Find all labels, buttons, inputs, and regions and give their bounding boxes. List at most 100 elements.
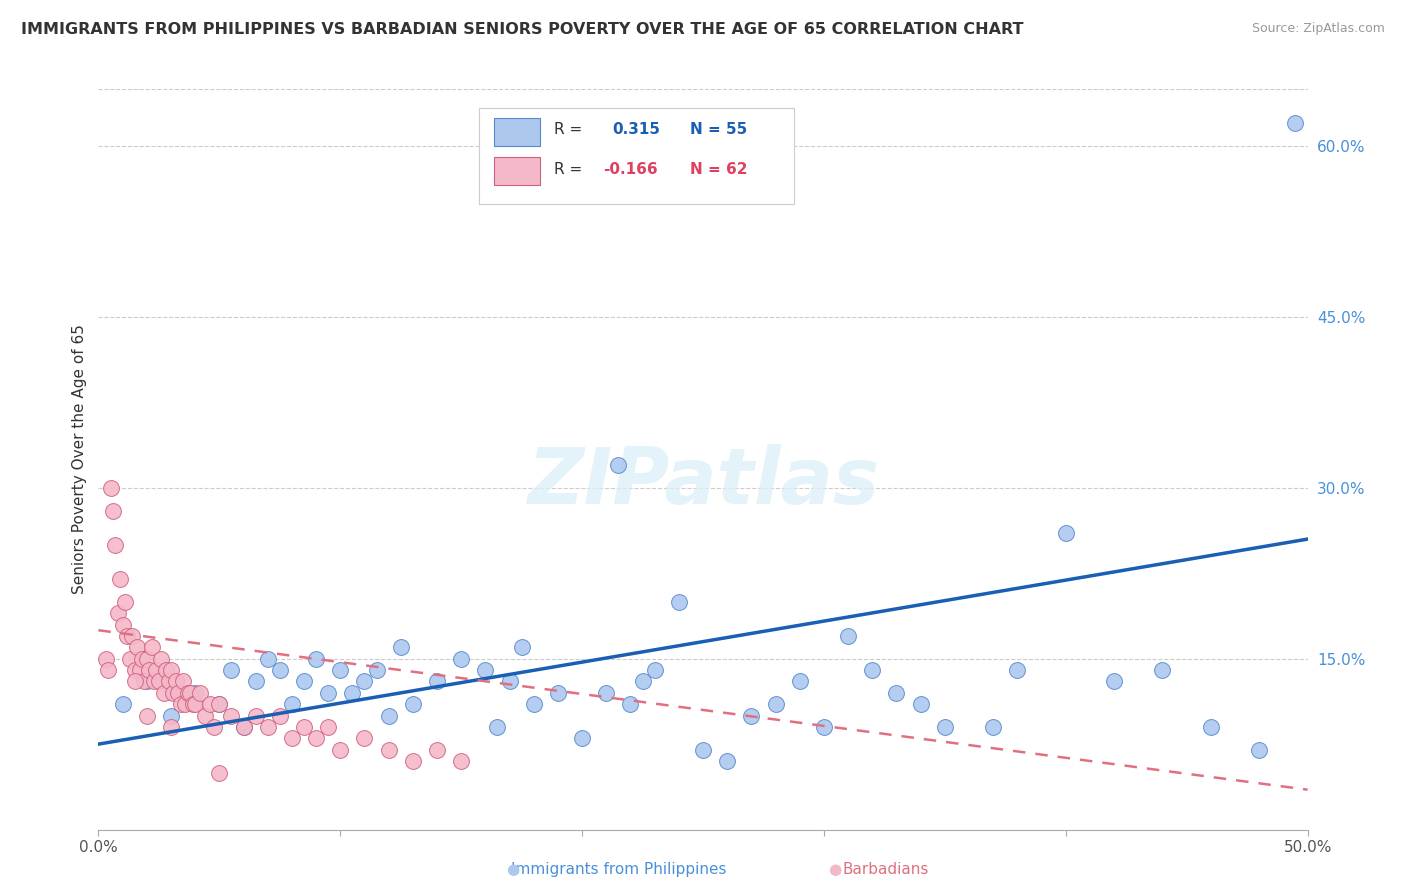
Point	[141, 640, 163, 655]
Point	[111, 698, 134, 712]
FancyBboxPatch shape	[479, 108, 793, 204]
Point	[135, 674, 157, 689]
Point	[1102, 674, 1125, 689]
Point	[342, 686, 364, 700]
Point	[1007, 663, 1029, 677]
Point	[523, 698, 546, 712]
Point	[789, 674, 811, 689]
Text: N = 62: N = 62	[690, 161, 747, 177]
Point	[184, 698, 207, 712]
Text: Barbadians: Barbadians	[842, 863, 929, 877]
Point	[389, 640, 412, 655]
Point	[305, 731, 328, 746]
Point	[232, 720, 254, 734]
Point	[1152, 663, 1174, 677]
Point	[128, 663, 150, 677]
Point	[934, 720, 956, 734]
Text: R =: R =	[554, 122, 582, 137]
Point	[547, 686, 569, 700]
Point	[100, 481, 122, 495]
Point	[631, 674, 654, 689]
Point	[204, 720, 226, 734]
Point	[329, 743, 352, 757]
Point	[886, 686, 908, 700]
Point	[1249, 743, 1271, 757]
Point	[124, 674, 146, 689]
Point	[692, 743, 714, 757]
Point	[402, 698, 425, 712]
Point	[269, 663, 291, 677]
Point	[353, 674, 375, 689]
Point	[837, 629, 859, 643]
Point	[402, 754, 425, 768]
Point	[134, 674, 156, 689]
Point	[256, 720, 278, 734]
Point	[114, 595, 136, 609]
Point	[305, 651, 328, 665]
Point	[607, 458, 630, 472]
Point	[174, 698, 197, 712]
Point	[208, 698, 231, 712]
Point	[232, 720, 254, 734]
Point	[571, 731, 593, 746]
Text: N = 55: N = 55	[690, 122, 747, 137]
Point	[281, 698, 304, 712]
Point	[152, 686, 174, 700]
Point	[1054, 526, 1077, 541]
Point	[162, 686, 184, 700]
Point	[377, 708, 399, 723]
Point	[619, 698, 641, 712]
Text: 0.315: 0.315	[613, 122, 661, 137]
Text: Immigrants from Philippines: Immigrants from Philippines	[510, 863, 727, 877]
Point	[595, 686, 617, 700]
Point	[910, 698, 932, 712]
Point	[208, 765, 231, 780]
Point	[366, 663, 388, 677]
FancyBboxPatch shape	[494, 118, 540, 146]
Text: ZIPatlas: ZIPatlas	[527, 443, 879, 520]
Point	[184, 686, 207, 700]
Point	[138, 663, 160, 677]
Point	[498, 674, 520, 689]
Text: R =: R =	[554, 161, 582, 177]
Point	[97, 663, 120, 677]
Point	[316, 720, 339, 734]
Point	[111, 617, 134, 632]
Point	[474, 663, 496, 677]
Point	[167, 686, 190, 700]
Point	[188, 686, 211, 700]
Point	[510, 640, 533, 655]
Point	[155, 663, 177, 677]
Point	[150, 651, 173, 665]
Point	[160, 720, 183, 734]
Text: Source: ZipAtlas.com: Source: ZipAtlas.com	[1251, 22, 1385, 36]
Point	[124, 663, 146, 677]
Point	[121, 629, 143, 643]
Text: -0.166: -0.166	[603, 161, 657, 177]
Point	[101, 503, 124, 517]
Point	[94, 651, 117, 665]
Point	[179, 686, 201, 700]
Point	[486, 720, 509, 734]
Point	[221, 663, 243, 677]
Point	[644, 663, 666, 677]
Point	[198, 698, 221, 712]
Point	[245, 708, 267, 723]
Point	[292, 674, 315, 689]
Point	[426, 743, 449, 757]
Point	[157, 674, 180, 689]
Point	[316, 686, 339, 700]
Point	[1284, 116, 1306, 130]
Point	[127, 640, 149, 655]
Point	[160, 708, 183, 723]
FancyBboxPatch shape	[494, 157, 540, 186]
Point	[281, 731, 304, 746]
Point	[208, 698, 231, 712]
Point	[450, 754, 472, 768]
Point	[716, 754, 738, 768]
Point	[160, 663, 183, 677]
Point	[245, 674, 267, 689]
Point	[426, 674, 449, 689]
Text: ●: ●	[506, 863, 520, 877]
Point	[377, 743, 399, 757]
